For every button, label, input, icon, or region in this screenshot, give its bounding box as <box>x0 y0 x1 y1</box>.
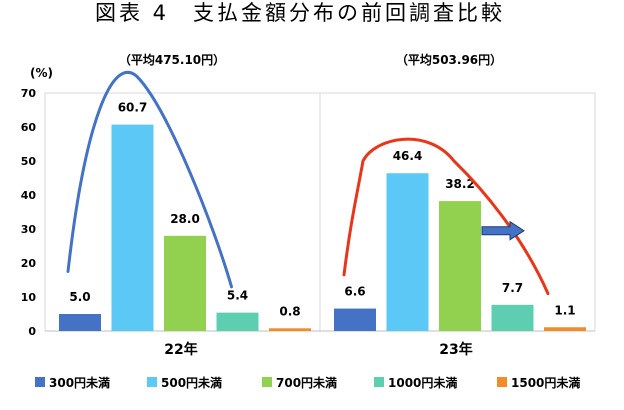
legend-swatch <box>35 377 45 387</box>
bar <box>111 124 154 332</box>
data-label: 7.7 <box>502 281 523 295</box>
y-tick-label: 10 <box>21 291 37 304</box>
bar <box>386 173 429 331</box>
group-note-22: （平均475.10円） <box>119 52 225 67</box>
group-label-23: 23年 <box>439 341 472 358</box>
data-label: 0.8 <box>279 304 300 318</box>
data-label: 5.0 <box>69 290 90 304</box>
bar <box>269 328 311 331</box>
group-note-23: （平均503.96円） <box>396 52 502 67</box>
y-tick-label: 50 <box>21 155 37 168</box>
bar <box>164 235 206 331</box>
data-label: 1.1 <box>554 303 575 317</box>
bar <box>59 314 101 331</box>
bar <box>216 312 259 331</box>
y-tick-label: 70 <box>21 87 37 100</box>
shift-arrow-icon <box>481 220 525 241</box>
legend-label: 700円未満 <box>276 375 337 390</box>
y-tick-label: 60 <box>21 121 37 134</box>
legend-swatch <box>374 377 384 387</box>
group-label-22: 22年 <box>164 341 197 358</box>
legend-swatch <box>497 377 507 387</box>
trend-curve-23 <box>342 137 550 296</box>
data-label: 5.4 <box>227 289 248 303</box>
y-tick-label: 0 <box>28 325 36 338</box>
legend-label: 1500円未満 <box>511 375 580 390</box>
y-tick-label: 20 <box>21 257 37 270</box>
data-label: 38.2 <box>445 177 475 191</box>
legend-label: 500円未満 <box>161 375 222 390</box>
bar <box>334 308 376 331</box>
legend: 300円未満 500円未満 700円未満 1000円未満 1500円未満 <box>35 375 580 390</box>
bar <box>439 201 481 331</box>
y-tick-label: 30 <box>21 223 37 236</box>
data-label: 46.4 <box>393 149 423 163</box>
data-label: 28.0 <box>170 212 200 226</box>
legend-label: 1000円未満 <box>388 375 457 390</box>
trend-curve-22 <box>66 70 233 289</box>
chart-title: 図表 4 支払金額分布の前回調査比較 <box>95 1 505 25</box>
legend-label: 300円未満 <box>49 375 110 390</box>
plot-area: 0 10 20 30 40 50 60 70 5.0 60.7 28.0 5.4 0.8 6.6 46.4 3… <box>21 70 596 338</box>
data-label: 6.6 <box>344 285 365 299</box>
legend-swatch <box>147 377 157 387</box>
y-tick-label: 40 <box>21 189 37 202</box>
legend-swatch <box>262 377 272 387</box>
bar <box>491 304 534 331</box>
data-label: 60.7 <box>118 101 148 115</box>
y-unit-label: (%) <box>30 66 53 80</box>
bar <box>544 327 586 331</box>
